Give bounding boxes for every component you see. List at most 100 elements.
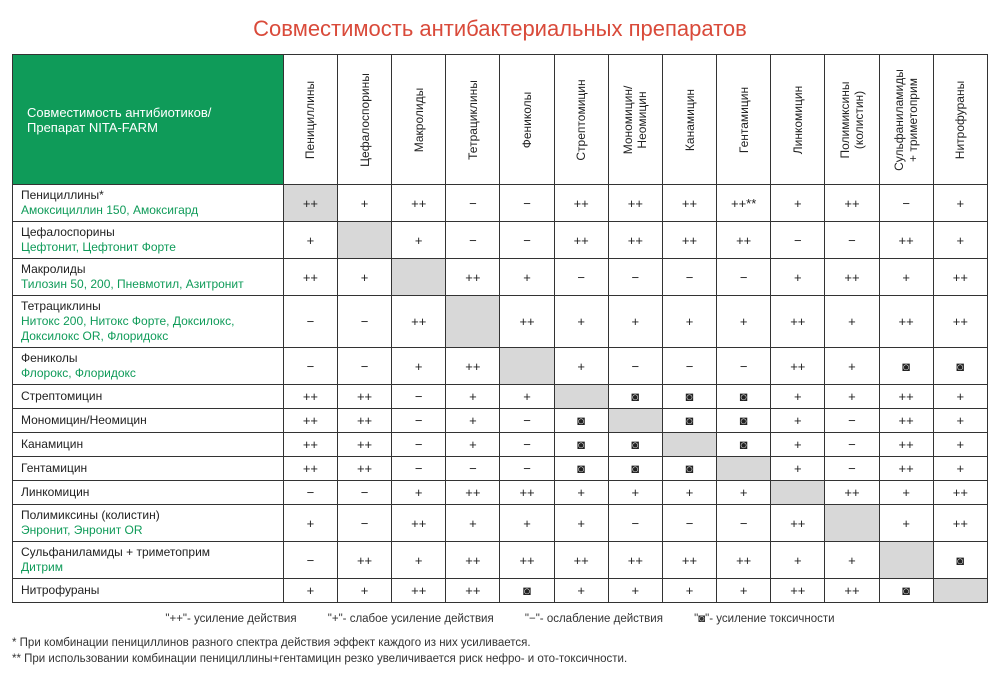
compat-cell: + (933, 457, 987, 481)
compat-cell: ◙ (554, 433, 608, 457)
compat-cell: ++ (608, 222, 662, 259)
compat-cell: ++ (446, 579, 500, 603)
compat-cell: + (608, 579, 662, 603)
compat-cell: ++ (608, 542, 662, 579)
compat-cell: ++ (283, 185, 337, 222)
table-row: МакролидыТилозин 50, 200, Пневмотил, Ази… (13, 259, 988, 296)
compat-cell: ++ (500, 296, 554, 348)
compat-cell: − (608, 259, 662, 296)
compat-cell: ++ (337, 385, 391, 409)
compat-cell: + (879, 505, 933, 542)
compat-cell: ++ (283, 385, 337, 409)
compat-cell: − (500, 457, 554, 481)
compat-cell: + (771, 409, 825, 433)
row-header: Нитрофураны (13, 579, 284, 603)
compat-cell: + (392, 222, 446, 259)
table-row: Линкомицин−−++++++++++++++ (13, 481, 988, 505)
compat-cell: + (283, 505, 337, 542)
compat-cell: + (717, 296, 771, 348)
legend-minus: "−"- ослабление действия (525, 613, 663, 625)
row-header: Мономицин/Неомицин (13, 409, 284, 433)
table-row: Мономицин/Неомицин++++−+−◙◙◙+−+++ (13, 409, 988, 433)
row-header: ЦефалоспориныЦефтонит, Цефтонит Форте (13, 222, 284, 259)
compat-cell (500, 348, 554, 385)
col-header: Нитрофураны (933, 55, 987, 185)
compat-cell: + (554, 579, 608, 603)
compat-cell: + (933, 222, 987, 259)
compat-cell: − (825, 409, 879, 433)
compat-cell: − (825, 433, 879, 457)
compat-cell: ++ (825, 579, 879, 603)
compat-cell: + (608, 296, 662, 348)
col-header: Гентамицин (717, 55, 771, 185)
compat-cell: ◙ (608, 433, 662, 457)
compat-cell: − (337, 348, 391, 385)
compat-cell: ++ (825, 185, 879, 222)
compat-cell: + (392, 348, 446, 385)
compat-cell: + (717, 481, 771, 505)
compat-cell: + (608, 481, 662, 505)
compat-cell: − (608, 505, 662, 542)
compat-cell: ++ (554, 222, 608, 259)
compat-cell: + (825, 385, 879, 409)
table-row: Гентамицин++++−−−◙◙◙+−+++ (13, 457, 988, 481)
compat-cell: ◙ (717, 385, 771, 409)
compat-cell: − (825, 457, 879, 481)
compat-cell: ◙ (933, 542, 987, 579)
compat-cell: + (500, 385, 554, 409)
row-header: Стрептомицин (13, 385, 284, 409)
compat-cell: ◙ (662, 457, 716, 481)
compat-cell: + (933, 185, 987, 222)
compat-cell: + (662, 579, 716, 603)
compat-cell: − (554, 259, 608, 296)
legend-box: "◙"- усиление токсичности (694, 613, 834, 625)
compat-cell: + (771, 457, 825, 481)
compat-cell: ++ (283, 433, 337, 457)
table-row: Полимиксины (колистин)Энронит, Энронит O… (13, 505, 988, 542)
compat-cell: − (337, 481, 391, 505)
compat-cell: ++ (825, 481, 879, 505)
col-header: Тетрациклины (446, 55, 500, 185)
compat-cell (717, 457, 771, 481)
legend-plusplus: "++"- усиление действия (165, 613, 296, 625)
compat-cell: − (717, 259, 771, 296)
compat-cell: ++ (283, 409, 337, 433)
compat-cell: ◙ (662, 385, 716, 409)
compat-cell: ++ (446, 481, 500, 505)
compat-cell (933, 579, 987, 603)
compat-cell: + (771, 433, 825, 457)
footnote-1: * При комбинации пенициллинов разного сп… (12, 635, 988, 651)
compat-cell: − (879, 185, 933, 222)
compat-cell: ++ (662, 185, 716, 222)
compat-cell: ++ (500, 481, 554, 505)
compat-cell: ◙ (717, 433, 771, 457)
compat-cell: ++ (879, 385, 933, 409)
compat-cell (554, 385, 608, 409)
table-row: ЦефалоспориныЦефтонит, Цефтонит Форте++−… (13, 222, 988, 259)
compat-cell: ++ (879, 296, 933, 348)
compat-cell: + (446, 433, 500, 457)
compat-cell: − (500, 409, 554, 433)
compat-cell: ++ (392, 296, 446, 348)
compat-cell: ++ (392, 505, 446, 542)
compat-cell: + (771, 385, 825, 409)
compat-cell: + (554, 296, 608, 348)
compat-cell: ++ (933, 296, 987, 348)
compat-cell: − (717, 348, 771, 385)
compat-cell: ++ (337, 433, 391, 457)
compat-cell: ◙ (608, 457, 662, 481)
table-row: ФениколыФлорокс, Флоридокс−−++++−−−+++◙◙ (13, 348, 988, 385)
col-header: Стрептомицин (554, 55, 608, 185)
compat-table: Совместимость антибиотиков/Препарат NITA… (12, 54, 988, 603)
col-header: Фениколы (500, 55, 554, 185)
compat-cell: + (825, 542, 879, 579)
compat-cell: ++ (337, 457, 391, 481)
compat-cell: ◙ (717, 409, 771, 433)
compat-cell: + (500, 505, 554, 542)
compat-cell: + (500, 259, 554, 296)
compat-cell: + (879, 481, 933, 505)
compat-cell: + (825, 296, 879, 348)
compat-cell: ++ (392, 185, 446, 222)
compat-cell: − (446, 185, 500, 222)
row-header: МакролидыТилозин 50, 200, Пневмотил, Ази… (13, 259, 284, 296)
